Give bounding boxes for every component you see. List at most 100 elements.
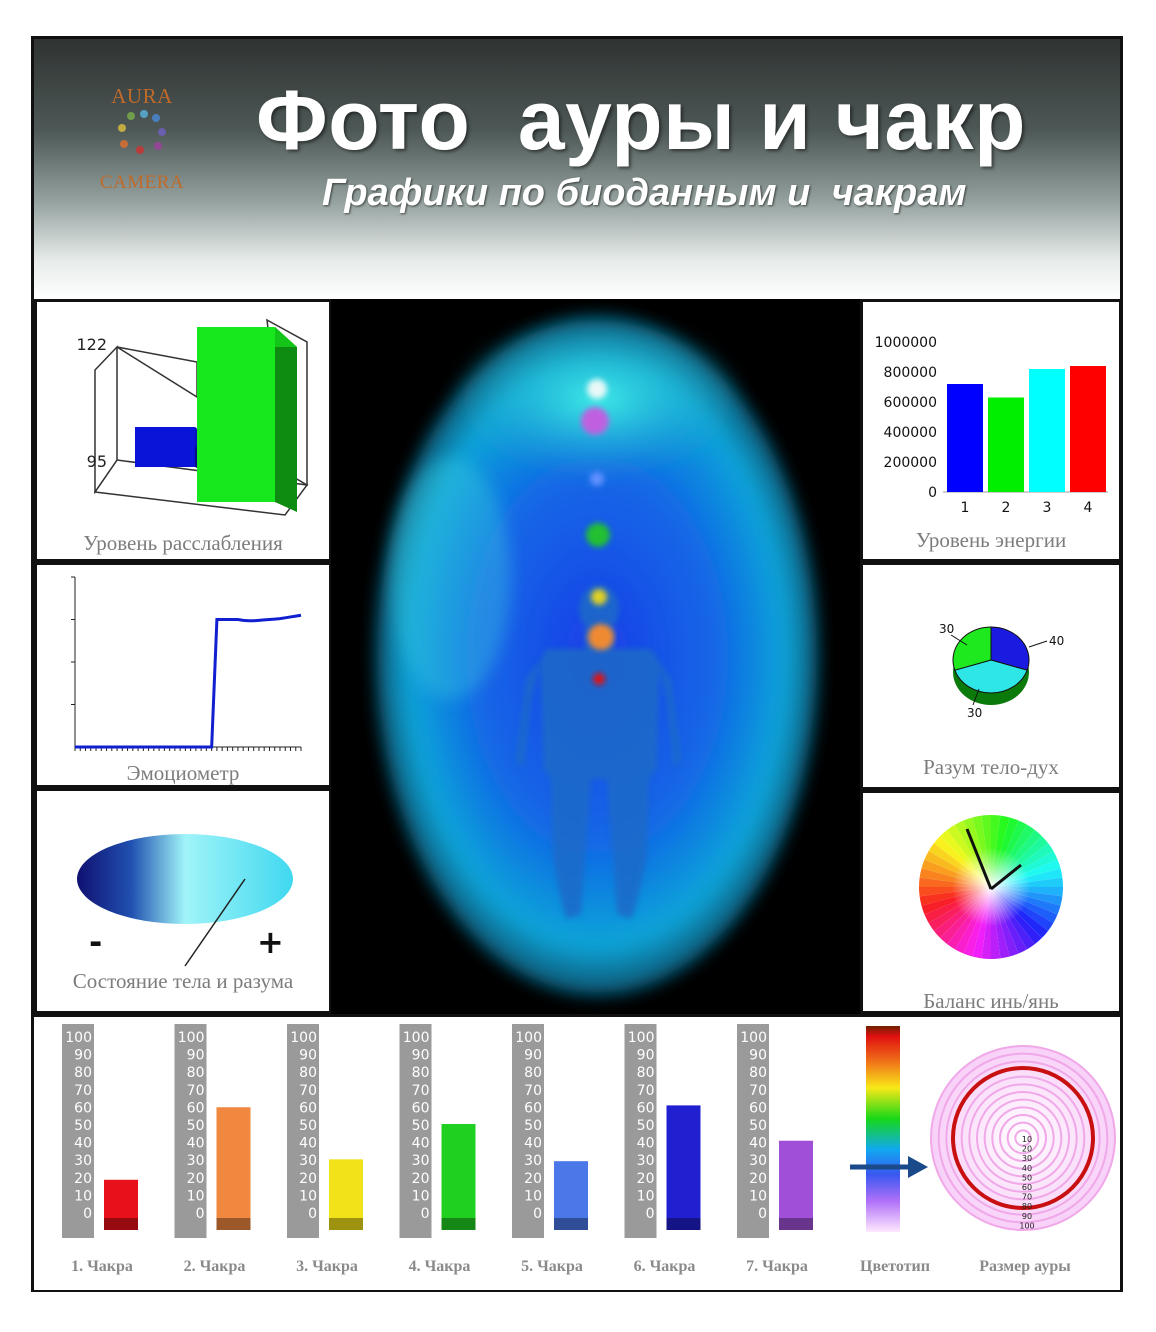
mind-body-spirit-panel: 30 40 30 Разум тело-дух bbox=[860, 562, 1122, 790]
aura-ring bbox=[999, 1114, 1047, 1162]
chakra-scale-tick: 10 bbox=[524, 1188, 542, 1204]
yin-yang-caption: Баланс инь/янь bbox=[923, 989, 1059, 1013]
chakra-scale-tick: 100 bbox=[515, 1030, 542, 1046]
logo-text-bottom: CAMERA bbox=[99, 172, 185, 193]
aura-size-marker bbox=[951, 1066, 1095, 1210]
chakra-scale-tick: 90 bbox=[524, 1048, 542, 1064]
pie-leader-2 bbox=[1028, 640, 1048, 648]
chakra-scale-tick: 10 bbox=[74, 1188, 92, 1204]
relaxation-caption: Уровень расслабления bbox=[83, 531, 283, 555]
aura-size-tick: 70 bbox=[1022, 1193, 1032, 1202]
chakra-scale-tick: 90 bbox=[637, 1048, 655, 1064]
chakra-label-1: 1. Чакра bbox=[71, 1258, 133, 1275]
chakra-scale-tick: 40 bbox=[299, 1136, 317, 1152]
pie-leader-3 bbox=[972, 688, 980, 706]
aura-size-tick: 40 bbox=[1022, 1164, 1032, 1173]
relaxation-panel: 122 95 Уровень расслабления bbox=[34, 299, 332, 562]
chakra-bar-2 bbox=[216, 1107, 251, 1230]
relax-bar-side-2 bbox=[275, 327, 297, 512]
chakra-scale-tick: 10 bbox=[187, 1188, 205, 1204]
chakra-scale-tick: 80 bbox=[187, 1065, 205, 1081]
chakra-scale-tick: 90 bbox=[187, 1048, 205, 1064]
chakra-bar-6 bbox=[666, 1105, 701, 1230]
chakra-scale-tick: 30 bbox=[74, 1153, 92, 1169]
chakra-scale-tick: 60 bbox=[637, 1100, 655, 1116]
energy-x-tick: 3 bbox=[1043, 500, 1052, 516]
chakra-scale-tick: 100 bbox=[65, 1030, 92, 1046]
chakra-scale-tick: 20 bbox=[412, 1171, 430, 1187]
aura-ring bbox=[1006, 1121, 1040, 1155]
aura-size-tick: 10 bbox=[1022, 1135, 1032, 1144]
relax-bar-2 bbox=[197, 327, 275, 502]
energy-x-tick: 4 bbox=[1084, 500, 1093, 516]
colortype-spectrum-bar bbox=[866, 1026, 900, 1232]
chakra-scale-tick: 50 bbox=[637, 1118, 655, 1134]
energy-y-tick: 1000000 bbox=[875, 335, 937, 351]
energy-bar-2 bbox=[988, 397, 1024, 492]
chakra-scale-tick: 100 bbox=[290, 1030, 317, 1046]
aura-ring bbox=[960, 1075, 1086, 1201]
chakra-scale-tick: 30 bbox=[637, 1153, 655, 1169]
chakra-scale-tick: 30 bbox=[299, 1153, 317, 1169]
chakra-scale-tick: 90 bbox=[74, 1048, 92, 1064]
chakra-scale-7 bbox=[737, 1024, 769, 1238]
chakra-bar-shade-3 bbox=[329, 1218, 363, 1230]
aura-size-tick: 80 bbox=[1022, 1202, 1032, 1211]
chakra-label-7: 7. Чакра bbox=[746, 1258, 808, 1275]
energy-y-tick: 0 bbox=[928, 485, 937, 501]
aura-size-tick: 60 bbox=[1022, 1183, 1032, 1192]
relax-tick-low: 95 bbox=[87, 452, 107, 471]
chakra-scale-tick: 50 bbox=[299, 1118, 317, 1134]
plus-label: + bbox=[257, 923, 284, 961]
body-mind-gauge: - + bbox=[77, 834, 293, 967]
chakra-scale-tick: 40 bbox=[524, 1136, 542, 1152]
chakra-bar-shade-1 bbox=[104, 1218, 138, 1230]
mind-body-spirit-caption: Разум тело-дух bbox=[923, 755, 1059, 779]
chakra-scale-tick: 40 bbox=[74, 1136, 92, 1152]
chakra-scale-2 bbox=[174, 1024, 207, 1238]
chakra-scale-tick: 100 bbox=[740, 1030, 767, 1046]
chakra-bar-3 bbox=[329, 1159, 363, 1230]
chakra-scale-tick: 20 bbox=[74, 1171, 92, 1187]
chakra-scale-tick: 90 bbox=[299, 1048, 317, 1064]
energy-bar-4 bbox=[1070, 366, 1106, 492]
chakra-points bbox=[581, 379, 614, 685]
chakra-scale-tick: 70 bbox=[524, 1083, 542, 1099]
aura-size-tick: 90 bbox=[1022, 1212, 1032, 1221]
aura-ring bbox=[945, 1060, 1101, 1216]
yin-hand bbox=[965, 828, 993, 890]
chakra-scale-tick: 80 bbox=[749, 1065, 767, 1081]
chakra-scale-tick: 0 bbox=[83, 1206, 92, 1222]
energy-y-tick: 200000 bbox=[884, 455, 937, 471]
energy-chart: 0 200000 400000 600000 800000 1000000 1 2 3 4 bbox=[875, 335, 1108, 516]
aura-ring bbox=[983, 1098, 1063, 1178]
chakra-scale-tick: 80 bbox=[74, 1065, 92, 1081]
chakra-scale-tick: 0 bbox=[308, 1206, 317, 1222]
chakra-label-5: 5. Чакра bbox=[521, 1258, 583, 1275]
colortype-arrow bbox=[850, 1156, 928, 1178]
aura-size-tick: 50 bbox=[1022, 1173, 1032, 1182]
relax-bar-1 bbox=[135, 427, 195, 467]
pie-label-2: 40 bbox=[1049, 634, 1064, 648]
chakra-scale-tick: 0 bbox=[533, 1206, 542, 1222]
chakra-scale-tick: 50 bbox=[412, 1118, 430, 1134]
logo-dots-icon bbox=[118, 110, 166, 154]
energy-y-tick: 800000 bbox=[884, 365, 937, 381]
emotiometer-panel: Эмоциометр bbox=[34, 562, 332, 788]
chakra-bar-4 bbox=[441, 1123, 476, 1230]
chakra-scale-tick: 40 bbox=[412, 1136, 430, 1152]
chakra-scale-tick: 80 bbox=[299, 1065, 317, 1081]
logo-text-top: AURA bbox=[111, 84, 173, 108]
chakra-scale-tick: 20 bbox=[187, 1171, 205, 1187]
chakra-bar-1 bbox=[104, 1179, 138, 1230]
energy-x-tick: 1 bbox=[961, 500, 970, 516]
chakra-scale-tick: 70 bbox=[637, 1083, 655, 1099]
chakra-scale-tick: 10 bbox=[412, 1188, 430, 1204]
chakra-scale-tick: 0 bbox=[421, 1206, 430, 1222]
chakra-scale-tick: 100 bbox=[178, 1030, 205, 1046]
aura-ring bbox=[968, 1083, 1078, 1193]
yin-yang-wheel bbox=[919, 815, 1063, 959]
pie-label-1: 30 bbox=[939, 622, 954, 636]
chakra-scale-tick: 20 bbox=[299, 1171, 317, 1187]
